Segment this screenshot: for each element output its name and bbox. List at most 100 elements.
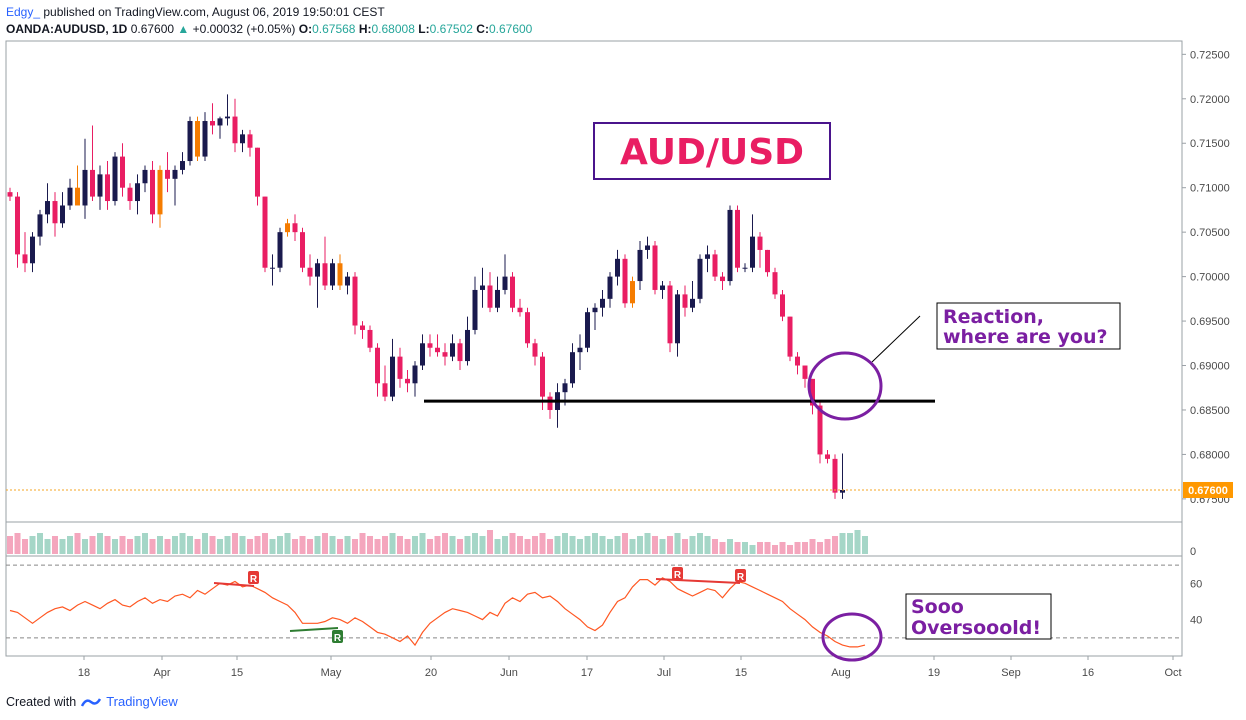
volume-bar [817,542,823,554]
volume-bar [584,536,591,554]
time-tick-label: May [321,667,342,679]
volume-bar [292,539,298,554]
author-link[interactable]: Edgy_ [6,5,41,19]
candle [585,307,590,353]
candle [315,258,320,308]
volume-bar [847,533,853,554]
last-price: 0.67600 [130,22,175,36]
reaction-circle[interactable] [807,351,883,421]
volume-bar [749,545,756,554]
candle [720,272,725,290]
volume-bar [22,539,28,554]
volume-bar [719,542,726,554]
rsi-tick-label: 60 [1190,578,1202,590]
candle [802,365,808,388]
price-tick-label: 0.72500 [1190,49,1230,61]
candle [495,276,500,313]
candle [240,129,245,153]
price-tick-label: 0.71500 [1190,138,1230,150]
candle [592,303,598,330]
reaction-callout[interactable]: Reaction, where are you? [871,302,1121,363]
candle [292,214,298,242]
volume-bar [352,539,358,554]
candle [360,321,365,339]
candle [397,347,403,388]
volume-bar [502,536,508,554]
candle [142,165,148,193]
time-tick-label: 17 [581,667,593,679]
volume-bar [517,536,523,554]
created-with-text: Created with [6,694,77,709]
candle [262,196,268,273]
volume-bar [134,536,141,554]
volume-bar [37,533,43,554]
oversold-callout[interactable]: Sooo Oversooold! [905,593,1052,640]
candle [127,183,133,210]
divergence-marker-label: R [737,572,745,583]
open-label: O: [298,22,313,36]
volume-bar [734,542,741,554]
candle [255,147,260,206]
tradingview-brand-link[interactable]: TradingView [106,694,178,709]
time-axis[interactable]: 18 Apr 15 May 20 Jun 17 Jul 15 Aug 19 Sep 16 Oct [78,656,1182,679]
volume-bar [307,539,313,554]
candle [82,138,88,219]
volume-bar [457,539,463,554]
candle [675,289,680,357]
candle [532,338,538,366]
candle [525,307,530,348]
candle [652,241,658,295]
time-tick-label: Sep [1001,667,1021,679]
divergence-marker: R [672,567,683,581]
candle [37,209,43,246]
price-pane-frame [5,40,1183,523]
volume-bar [262,533,268,554]
candle [45,183,50,224]
volume-bar [487,530,493,554]
volume-bar [149,539,156,554]
candle [765,249,770,277]
volume-bar [187,536,193,554]
candle [435,334,440,357]
volume-bar [524,539,531,554]
volume-series [7,530,868,554]
candle [225,94,230,126]
volume-bar [659,539,666,554]
candle [210,103,215,135]
volume-bar [89,536,96,554]
footer: Created with TradingView [6,694,178,709]
volume-bar [479,536,486,554]
candle [52,192,58,237]
title-annotation[interactable]: AUD/USD [593,122,831,180]
price-tick-label: 0.68000 [1190,449,1230,461]
volume-bar [44,539,51,554]
candle [735,205,740,273]
candle [472,276,478,335]
divergence-marker: R [332,630,343,644]
candle [202,112,208,162]
candle [195,116,200,162]
change-up-icon: ▲ [177,22,190,36]
divergence-marker: R [248,571,259,585]
volume-bar [254,536,261,554]
oversold-line-2: Oversooold! [911,617,1041,639]
candle [150,161,155,224]
candle [742,263,748,273]
candle [337,254,343,290]
candle [615,249,620,286]
time-tick-label: 20 [425,667,437,679]
volume-bar [464,536,471,554]
volume-bar [704,536,711,554]
candle [367,325,373,353]
volume-bar [809,539,816,554]
volume-bar [359,533,366,554]
candle [22,232,28,273]
candle [712,249,718,282]
volume-bar [832,536,838,554]
volume-bar [532,536,538,554]
time-tick-label: 19 [928,667,940,679]
oversold-circle[interactable] [821,612,883,662]
price-axis[interactable]: 0.72500 0.72000 0.71500 0.71000 0.70500 0.700… [1182,49,1230,506]
volume-bar [404,539,411,554]
